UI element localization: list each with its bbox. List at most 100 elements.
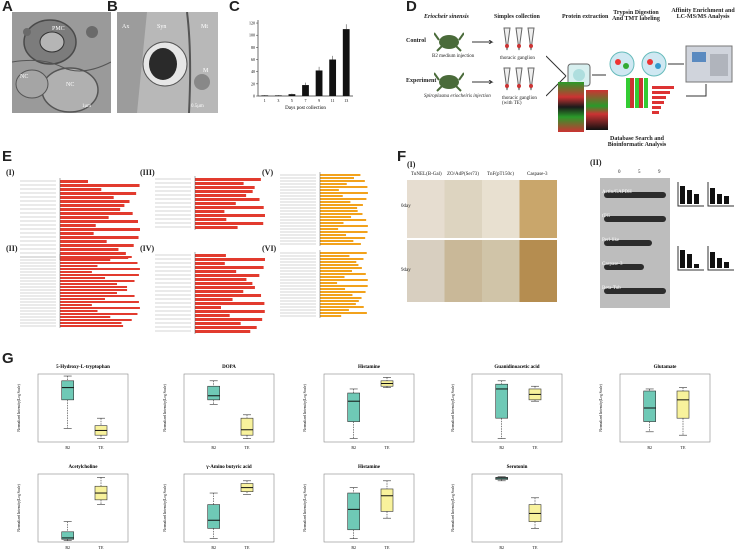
enrichment-bar [60,301,139,303]
arrow-icon [472,80,494,84]
enrichment-bar [320,282,338,284]
western-label-1: Actin/GAPDH [602,190,632,195]
box-plot-ylabel: Normalized Intensity(Log Scale) [451,484,455,532]
subpanel-e-vi: (VI) [262,244,277,253]
box-category-label: TE [681,445,686,450]
box [347,492,361,531]
enrichment-bar [320,258,364,260]
enrichment-bar [320,207,358,209]
enrichment-bar [195,314,230,317]
plot-frame [323,373,415,443]
enrichment-bar [60,216,109,219]
tube-icons-control [503,27,535,51]
step-lcms: Affinity Enrichment and LC-MS/MS Analysi… [671,8,735,20]
enrichment-bar [320,270,352,272]
enrichment-bar [195,270,237,273]
box-category-label: B2 [647,445,652,450]
annotation-pmc: PMC [52,26,65,32]
enrichment-bar [60,316,111,318]
enrichment-bar [320,204,363,206]
experiment-sub: Spiroplasma eriocheiris injection [424,94,491,99]
box-category-label: TE [99,445,104,450]
annotation-m: M [203,68,209,74]
enrichment-bar [60,265,98,267]
box-plot-ylabel: Normalized Intensity(Log Scale) [17,484,21,532]
chart-c-bar [274,95,282,96]
enrichment-bar [320,267,362,269]
enrichment-bar [320,198,367,200]
enrichment-bar [320,240,354,242]
box [207,504,221,529]
plot-frame [323,473,415,543]
box-plot: γ-Amino butyric acid Normalized Intensity… [163,465,275,550]
subpanel-e-i: (I) [6,168,15,177]
enrichment-bar [320,228,339,230]
chart-c-bar [315,70,323,96]
enrichment-bar [195,218,227,221]
box-plot-title: Histamine [358,465,381,470]
subpanel-e-v: (V) [262,168,274,177]
box-plot-ylabel: Normalized Intensity(Log Scale) [599,384,603,432]
enrichment-bar [195,214,265,217]
enrichment-bar [60,252,126,255]
enrichment-bar [195,178,261,181]
box-plot-title: Serotonin [507,465,528,470]
ihc-row-0day [407,180,557,238]
enrichment-bar [60,304,92,306]
box-plot-title: Glutamate [654,365,678,370]
panel-g-box-plots: 5-Hydroxy-L-tryptophan Normalized Intensi… [0,360,739,558]
enrichment-bar [195,262,225,265]
stain-label-2: ZO/AdP(Ser73) [447,172,479,177]
stain-label-1: TuNEL(B-Gal) [411,172,442,177]
plot-frame [37,373,129,443]
chart-c-bar [329,59,337,96]
panel-d-workflow: Eriocheir sinensis Simples collection Pr… [406,8,739,158]
crab-icon-experiment [434,72,464,92]
box [61,531,75,540]
x-tick-label: 9 [318,98,320,103]
subpanel-e-ii: (II) [6,244,18,253]
arrow-icon [472,40,494,44]
enrichment-bar [60,228,140,231]
enrichment-bar [60,259,111,261]
panel-label-f: F [397,148,407,165]
enrichment-bar [60,248,119,251]
box-plot-title: Histamine [358,365,381,370]
enrichment-bar [195,290,244,293]
enrichment-bar [60,196,114,199]
panel-label-e: E [2,148,13,165]
enrichment-bar [320,234,347,236]
enrichment-bar [60,240,107,243]
box-category-label: TE [533,545,538,550]
subpanel-f-ii: (II) [590,158,602,167]
box-plot-title: γ-Amino butyric acid [205,465,252,470]
enrichment-bar [60,283,118,285]
x-tick-label: 3 [277,98,279,103]
enrichment-bar [320,225,368,227]
enrichment-bar [195,198,260,201]
enrichment-bar [60,271,92,273]
enrichment-bar [195,186,255,189]
step-digestion: Trypsin Digestion And TMT labeling [612,10,660,22]
heatmap-3 [626,78,648,108]
enrichment-bar [320,306,364,308]
enrichment-bar [320,291,366,293]
enrichment-bar [195,330,251,333]
enrichment-bar [195,182,244,185]
workflow-diagram [546,45,733,97]
enrichment-bar [60,289,128,291]
panel-label-g: G [2,350,14,367]
y-tick-label: 120 [249,21,255,26]
plot-frame [619,373,711,443]
box-category-label: TE [99,545,104,550]
western-label-4: Caspase-3 [602,262,623,267]
box-plot: Serotonin Normalized Intensity(Log Scale)… [451,465,563,550]
enrichment-bar [60,220,138,223]
enrichment-bar [320,297,362,299]
annotation-nc-1: NC [20,74,29,80]
enrichment-bar [60,274,139,276]
subpanel-e-iv: (IV) [140,244,155,253]
enrichment-bar [320,183,347,185]
experiment-tissue: thoracic ganglion (with TE) [502,96,537,106]
western-label-2: tTG [602,214,611,219]
